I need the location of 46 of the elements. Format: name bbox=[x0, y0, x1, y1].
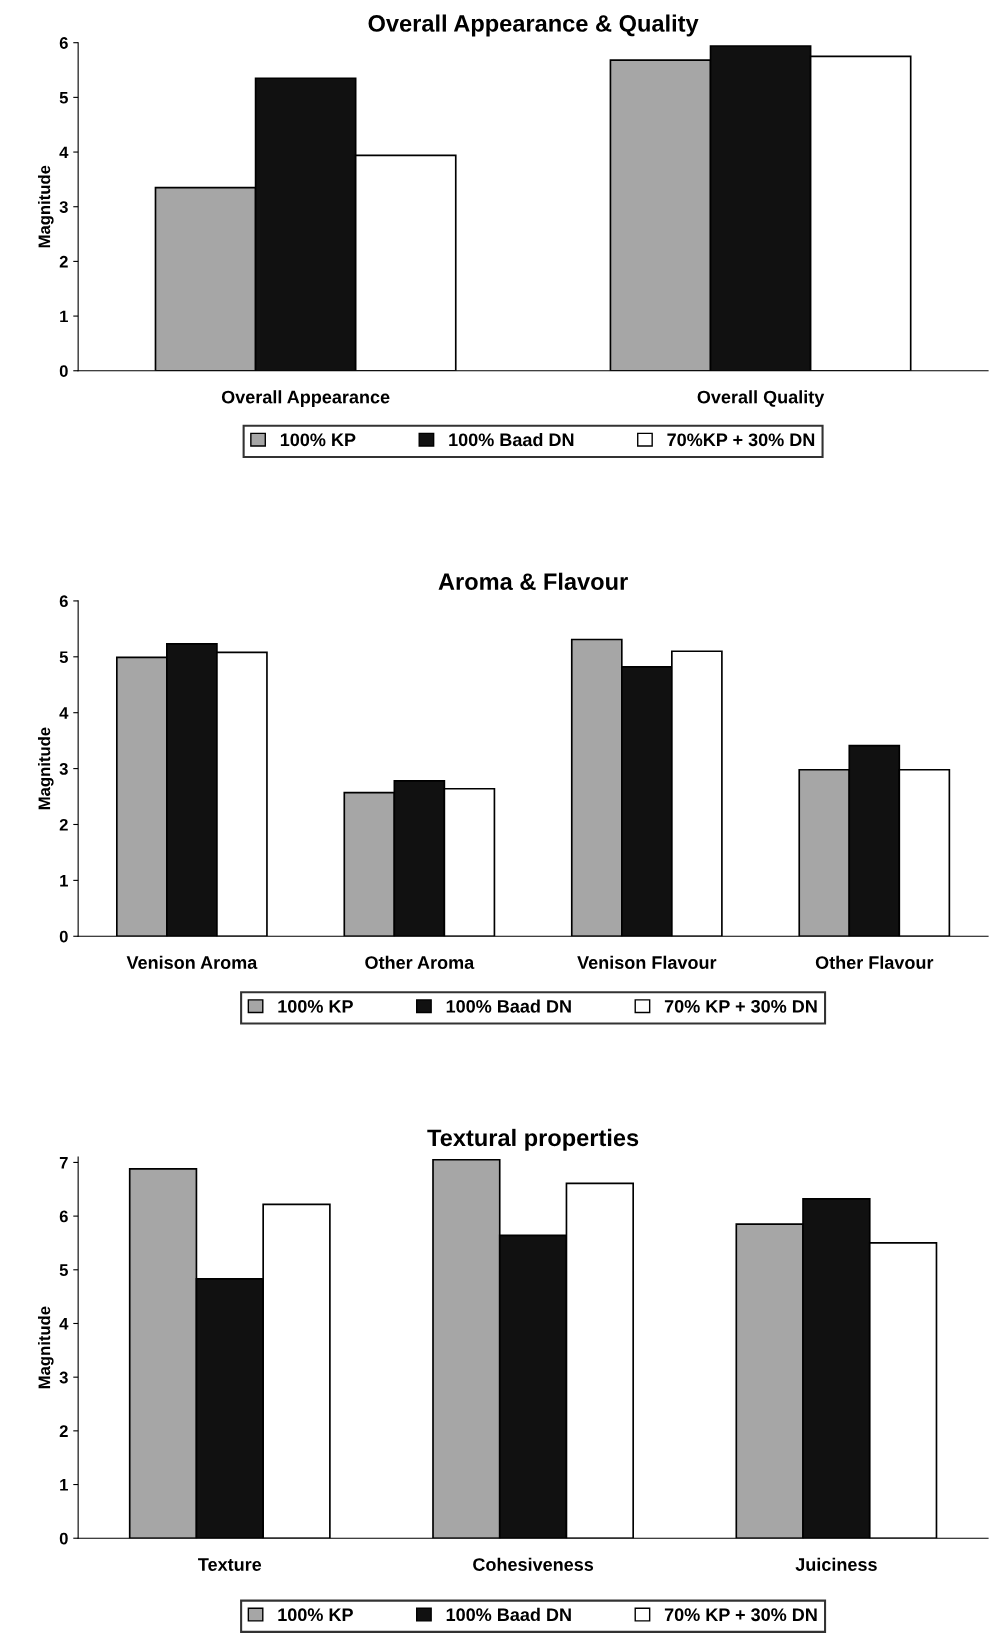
y-tick-label: 0 bbox=[59, 1532, 68, 1545]
y-tick-label: 3 bbox=[59, 762, 68, 775]
y-tick-label: 6 bbox=[59, 595, 68, 608]
y-tick-label: 4 bbox=[59, 1318, 69, 1330]
y-tick-label: 2 bbox=[59, 818, 68, 831]
y-axis-title: Magnitude bbox=[37, 727, 54, 810]
y-tick-label: 3 bbox=[59, 201, 68, 213]
x-tick-label: Venison Aroma bbox=[126, 955, 258, 969]
chart-title: Textural properties bbox=[427, 1128, 639, 1151]
y-tick-label: 0 bbox=[59, 365, 68, 377]
legend-label: 100% Baad DN bbox=[446, 1607, 571, 1622]
x-tick-label: Juiciness bbox=[795, 1557, 877, 1571]
legend-label: 100% KP bbox=[278, 999, 353, 1013]
y-tick-label: 7 bbox=[59, 1157, 68, 1169]
y-tick-label: 3 bbox=[59, 1371, 68, 1384]
x-tick-label: Overall Quality bbox=[697, 390, 825, 408]
y-tick-label: 1 bbox=[60, 874, 68, 887]
y-tick-label: 0 bbox=[59, 930, 68, 943]
y-tick-label: 4 bbox=[59, 146, 69, 159]
x-tick-label: Cohesiveness bbox=[473, 1557, 594, 1571]
x-tick-label: Other Aroma bbox=[365, 955, 475, 969]
legend-label: 70% KP + 30% DN bbox=[664, 999, 817, 1013]
legend-label: 100% KP bbox=[278, 1608, 353, 1622]
x-tick-label: Texture bbox=[198, 1558, 262, 1571]
legend-label: 100% Baad DN bbox=[449, 432, 574, 447]
y-tick-label: 5 bbox=[59, 91, 68, 104]
y-tick-label: 6 bbox=[59, 1210, 68, 1223]
y-tick-label: 2 bbox=[59, 1425, 68, 1437]
y-tick-label: 1 bbox=[60, 310, 68, 323]
x-tick-label: Other Flavour bbox=[815, 955, 934, 969]
y-tick-label: 5 bbox=[59, 1264, 68, 1276]
y-axis-title: Magnitude bbox=[37, 165, 54, 248]
legend-label: 70% KP + 30% DN bbox=[664, 1608, 817, 1622]
y-tick-label: 6 bbox=[59, 37, 68, 49]
legend-label: 100% Baad DN bbox=[446, 999, 571, 1013]
y-tick-label: 2 bbox=[59, 255, 68, 268]
x-tick-label: Venison Flavour bbox=[577, 955, 717, 969]
legend-label: 70%KP + 30% DN bbox=[667, 433, 815, 447]
y-tick-label: 1 bbox=[60, 1479, 68, 1491]
chart-title: Aroma & Flavour bbox=[438, 572, 628, 591]
chart-title: Overall Appearance & Quality bbox=[368, 14, 699, 37]
legend-label: 100% KP bbox=[280, 433, 356, 447]
x-tick-label: Overall Appearance bbox=[221, 390, 390, 408]
y-axis-title: Magnitude bbox=[37, 1306, 54, 1389]
y-tick-label: 5 bbox=[59, 651, 68, 664]
y-tick-label: 4 bbox=[59, 707, 69, 719]
